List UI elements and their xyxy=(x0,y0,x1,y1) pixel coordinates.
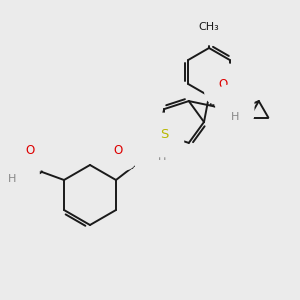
Text: O: O xyxy=(16,172,26,185)
Text: O: O xyxy=(26,145,34,158)
Text: O: O xyxy=(218,78,227,91)
Text: CH₃: CH₃ xyxy=(199,22,219,32)
Text: N: N xyxy=(148,146,158,158)
Text: H: H xyxy=(231,112,239,122)
Text: N: N xyxy=(230,100,239,112)
Text: S: S xyxy=(160,128,168,141)
Text: H: H xyxy=(158,152,166,162)
Text: H: H xyxy=(8,174,16,184)
Text: O: O xyxy=(113,143,123,157)
